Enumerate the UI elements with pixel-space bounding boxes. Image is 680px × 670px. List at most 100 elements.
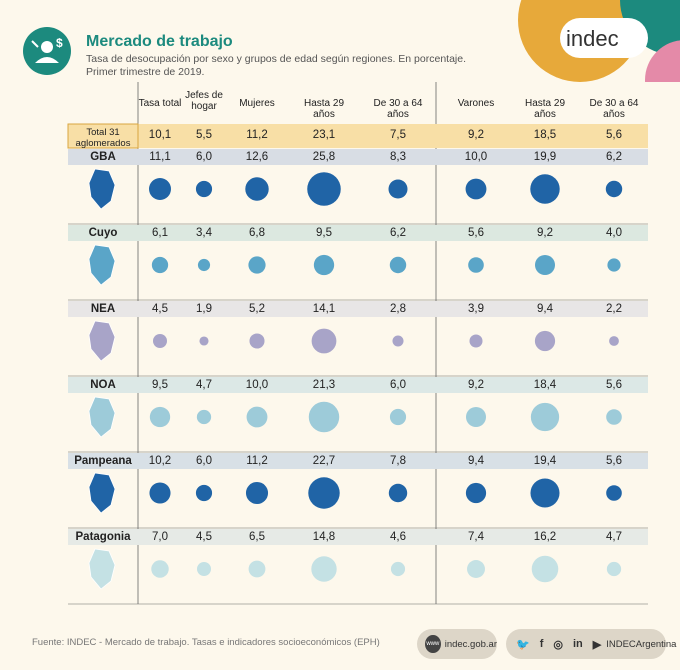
source-note: Fuente: INDEC - Mercado de trabajo. Tasa… xyxy=(32,637,380,648)
region-header-bar xyxy=(68,149,648,165)
bubble-mark xyxy=(151,256,169,274)
total-row-bg xyxy=(68,124,648,148)
region-header-bar xyxy=(68,225,648,241)
data-label: 11,2 xyxy=(246,455,268,467)
data-label: 4,7 xyxy=(196,379,212,391)
data-label: 6,0 xyxy=(196,455,212,467)
linkedin-icon[interactable]: in xyxy=(572,638,583,650)
region-label: GBA xyxy=(90,151,116,163)
region-map-icon xyxy=(88,396,116,438)
data-label: 2,2 xyxy=(606,303,622,315)
data-label: 6,2 xyxy=(606,151,622,163)
bubble-mark xyxy=(531,555,559,583)
data-label: 18,4 xyxy=(533,379,557,391)
bubble-mark xyxy=(196,561,212,577)
region-header-bar xyxy=(68,529,648,545)
data-label: 16,2 xyxy=(533,531,557,543)
bubble-mark xyxy=(392,335,404,347)
social-links[interactable]: 🐦 f ◎ in ▶ INDECArgentina xyxy=(506,629,676,659)
total-value: 5,5 xyxy=(196,129,212,141)
data-label: 4,0 xyxy=(606,227,622,239)
column-header: De 30 a 64 años xyxy=(373,98,423,120)
bubble-mark xyxy=(311,328,337,354)
bubble-mark xyxy=(245,481,269,505)
column-header: Hasta 29 años xyxy=(524,98,566,120)
page-subtitle: Tasa de desocupación por sexo y grupos d… xyxy=(86,53,467,78)
data-label: 5,6 xyxy=(606,455,622,467)
data-label: 22,7 xyxy=(312,455,336,467)
data-label: 4,5 xyxy=(196,531,212,543)
data-label: 25,8 xyxy=(312,151,336,163)
column-header: Tasa total xyxy=(138,98,182,109)
bubble-mark xyxy=(307,172,341,206)
total-value: 10,1 xyxy=(148,129,172,141)
total-value: 11,2 xyxy=(246,129,268,141)
website-link[interactable]: www indec.gob.ar xyxy=(417,629,497,659)
data-label: 12,6 xyxy=(245,151,269,163)
bubble-mark xyxy=(249,333,265,349)
region-header-bar xyxy=(68,301,648,317)
data-label: 1,9 xyxy=(196,303,212,315)
total-row-label: Total 31 aglomerados xyxy=(75,127,131,149)
data-label: 3,4 xyxy=(196,227,212,239)
instagram-icon[interactable]: ◎ xyxy=(553,638,563,651)
region-header-bar xyxy=(68,453,648,469)
data-label: 5,6 xyxy=(468,227,484,239)
data-label: 4,7 xyxy=(606,531,622,543)
data-label: 7,0 xyxy=(152,531,168,543)
youtube-icon[interactable]: ▶ xyxy=(592,638,602,651)
facebook-icon[interactable]: f xyxy=(539,638,544,650)
bubble-mark xyxy=(390,561,406,577)
bubble-mark xyxy=(389,408,407,426)
bubble-mark xyxy=(199,336,209,346)
bubble-mark xyxy=(388,179,408,199)
bubble-mark xyxy=(197,258,211,272)
bubble-mark xyxy=(313,254,335,276)
indec-logo-decoration xyxy=(518,0,680,82)
twitter-icon[interactable]: 🐦 xyxy=(516,638,530,651)
bubble-mark xyxy=(534,330,556,352)
region-map-icon xyxy=(88,244,116,286)
data-label: 9,2 xyxy=(537,227,553,239)
bubble-mark xyxy=(311,556,337,582)
data-label: 9,4 xyxy=(537,303,553,315)
bubble-mark xyxy=(467,560,485,578)
bubble-mark xyxy=(465,406,487,428)
bubble-mark xyxy=(607,258,621,272)
data-label: 9,4 xyxy=(468,455,484,467)
region-map-icon xyxy=(88,548,116,590)
data-label: 10,0 xyxy=(464,151,488,163)
column-header: Jefes de hogar xyxy=(185,90,223,112)
data-label: 7,4 xyxy=(468,531,484,543)
bubble-mark xyxy=(534,254,556,276)
data-label: 9,5 xyxy=(316,227,332,239)
bubble-mark xyxy=(246,406,268,428)
total-value: 7,5 xyxy=(390,129,406,141)
data-label: 19,4 xyxy=(533,455,557,467)
www-icon: www xyxy=(425,635,441,653)
bubble-mark xyxy=(530,174,560,204)
bubble-mark xyxy=(606,561,622,577)
bubble-mark xyxy=(149,178,171,200)
data-label: 19,9 xyxy=(533,151,557,163)
data-label: 10,0 xyxy=(245,379,269,391)
bubble-mark xyxy=(606,485,622,501)
bubble-mark xyxy=(196,409,212,425)
total-value: 9,2 xyxy=(468,129,484,141)
data-label: 14,8 xyxy=(312,531,336,543)
region-map-icon xyxy=(88,168,116,210)
bubble-mark xyxy=(195,180,213,198)
data-label: 3,9 xyxy=(468,303,484,315)
data-label: 6,8 xyxy=(249,227,265,239)
data-label: 11,1 xyxy=(149,151,171,163)
region-map-icon xyxy=(88,472,116,514)
bubble-mark xyxy=(389,256,407,274)
bubble-mark xyxy=(308,477,340,509)
total-value: 18,5 xyxy=(533,129,557,141)
bubble-mark xyxy=(152,333,168,349)
logo-icon: $ xyxy=(23,27,71,75)
total-row-label-box xyxy=(67,123,139,149)
data-label: 2,8 xyxy=(390,303,406,315)
data-label: 9,5 xyxy=(152,379,168,391)
bubble-mark xyxy=(149,406,171,428)
